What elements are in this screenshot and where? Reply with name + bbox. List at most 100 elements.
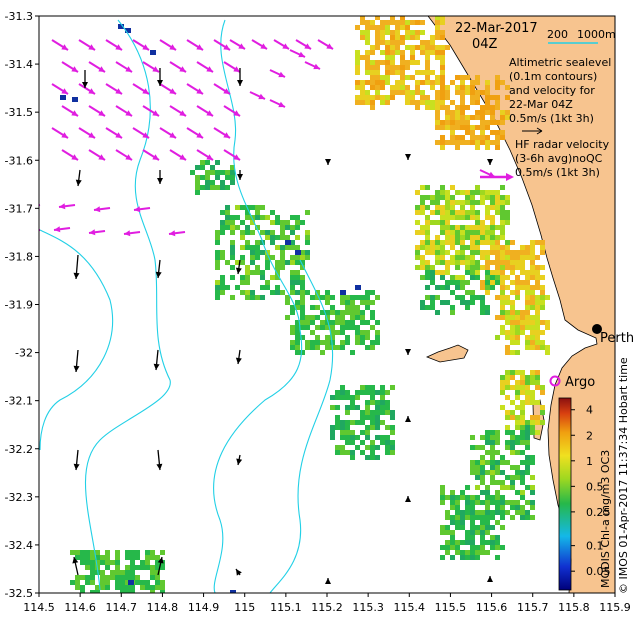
chlorophyll-pixel [265, 260, 270, 265]
chlorophyll-pixel [265, 215, 270, 220]
chlorophyll-pixel [475, 265, 480, 270]
chlorophyll-pixel [375, 75, 380, 80]
chlorophyll-pixel [515, 275, 520, 280]
arrow-head [487, 576, 493, 582]
arrow-head [88, 44, 95, 50]
chlorophyll-pixel [525, 325, 530, 330]
chlorophyll-pixel [470, 510, 475, 515]
chlorophyll-pixel [380, 405, 385, 410]
chlorophyll-pixel [465, 85, 470, 90]
bathymetry-contours [39, 19, 334, 593]
chlorophyll-pixel [455, 250, 460, 255]
chlorophyll-pixel [525, 435, 530, 440]
chlorophyll-pixel [470, 90, 475, 95]
chlorophyll-pixel [490, 140, 495, 145]
chlorophyll-pixel [118, 24, 124, 29]
chlorophyll-pixel [340, 310, 345, 315]
chlorophyll-pixel [450, 110, 455, 115]
chlorophyll-pixel [540, 290, 545, 295]
chlorophyll-pixel [435, 110, 440, 115]
chlorophyll-pixel [450, 305, 455, 310]
chlorophyll-pixel [505, 260, 510, 265]
x-tick-label: 115.3 [352, 601, 384, 614]
chlorophyll-pixel [370, 415, 375, 420]
chlorophyll-pixel [235, 260, 240, 265]
chlorophyll-pixel [475, 550, 480, 555]
arrow-head [169, 44, 176, 50]
chlorophyll-pixel [510, 320, 515, 325]
chlorophyll-pixel [475, 250, 480, 255]
chlorophyll-pixel [475, 140, 480, 145]
chlorophyll-pixel [460, 205, 465, 210]
chlorophyll-pixel [525, 335, 530, 340]
chlorophyll-pixel [225, 185, 230, 190]
chlorophyll-pixel [300, 310, 305, 315]
chlorophyll-pixel [455, 525, 460, 530]
chlorophyll-pixel [425, 235, 430, 240]
chlorophyll-pixel [540, 410, 545, 415]
chlorophyll-pixel [510, 340, 515, 345]
chlorophyll-pixel [380, 60, 385, 65]
chlorophyll-pixel [260, 230, 265, 235]
chlorophyll-pixel [125, 565, 130, 570]
chlorophyll-pixel [115, 580, 120, 585]
chlorophyll-pixel [450, 210, 455, 215]
arrow-head [24, 228, 30, 234]
chlorophyll-pixel [465, 75, 470, 80]
hf-legend-arrow-head [506, 173, 514, 181]
chlorophyll-pixel [425, 40, 430, 45]
chlorophyll-pixel [415, 20, 420, 25]
arrow-head [196, 44, 203, 50]
chlorophyll-pixel [470, 115, 475, 120]
chlorophyll-pixel [380, 435, 385, 440]
arrow-head [179, 154, 186, 160]
chlorophyll-pixel [460, 225, 465, 230]
chlorophyll-pixel [530, 335, 535, 340]
x-tick-label: 114.6 [64, 601, 96, 614]
chlorophyll-pixel [525, 305, 530, 310]
chlorophyll-pixel [360, 55, 365, 60]
chlorophyll-pixel [400, 55, 405, 60]
chlorophyll-pixel [485, 500, 490, 505]
chlorophyll-pixel [390, 415, 395, 420]
chlorophyll-pixel [480, 515, 485, 520]
chlorophyll-pixel [490, 190, 495, 195]
chlorophyll-pixel [360, 430, 365, 435]
chlorophyll-pixel [435, 30, 440, 35]
chlorophyll-pixel [115, 555, 120, 560]
chlorophyll-pixel [510, 240, 515, 245]
chlorophyll-pixel [495, 555, 500, 560]
chlorophyll-pixel [515, 280, 520, 285]
chlorophyll-pixel [335, 450, 340, 455]
chlorophyll-pixel [490, 205, 495, 210]
chlorophyll-pixel [425, 185, 430, 190]
chlorophyll-pixel [510, 385, 515, 390]
chlorophyll-pixel [500, 405, 505, 410]
chlorophyll-pixel [425, 75, 430, 80]
chlorophyll-pixel [495, 465, 500, 470]
x-tick-label: 115.2 [311, 601, 343, 614]
chlorophyll-pixel [520, 425, 525, 430]
chlorophyll-pixel [375, 80, 380, 85]
chlorophyll-pixel [540, 295, 545, 300]
chlorophyll-pixel [390, 95, 395, 100]
chlorophyll-pixel [85, 550, 90, 555]
chlorophyll-pixel [545, 345, 550, 350]
chlorophyll-pixel [230, 215, 235, 220]
contour-200m [84, 19, 171, 591]
chlorophyll-pixel [530, 340, 535, 345]
chlorophyll-pixel [380, 410, 385, 415]
chlorophyll-pixel [540, 275, 545, 280]
chlorophyll-pixel [90, 570, 95, 575]
chlorophyll-pixel [460, 95, 465, 100]
chlorophyll-pixel [450, 545, 455, 550]
chlorophyll-pixel [445, 515, 450, 520]
chlorophyll-pixel [490, 540, 495, 545]
chlorophyll-pixel [220, 220, 225, 225]
chlorophyll-pixel [395, 20, 400, 25]
chlorophyll-pixel [280, 260, 285, 265]
chlorophyll-pixel [435, 120, 440, 125]
chlorophyll-pixel [470, 140, 475, 145]
chlorophyll-pixel [495, 225, 500, 230]
chlorophyll-pixel [335, 390, 340, 395]
